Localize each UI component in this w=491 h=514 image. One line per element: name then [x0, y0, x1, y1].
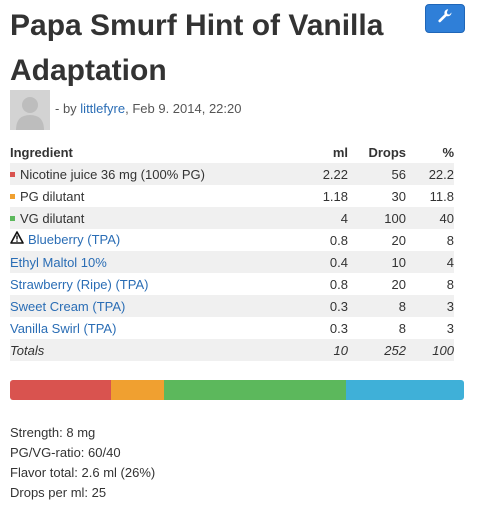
bar-segment-nicotine: [10, 380, 111, 400]
ml-cell: 0.3: [288, 317, 348, 339]
byline-prefix: - by: [55, 101, 81, 116]
ml-cell: 0.8: [288, 273, 348, 295]
table-row: Sweet Cream (TPA) 0.3 8 3: [10, 295, 454, 317]
table-row: Blueberry (TPA) 0.8 20 8: [10, 229, 454, 251]
ingredient-cell: Strawberry (Ripe) (TPA): [10, 273, 288, 295]
ingredient-link[interactable]: Sweet Cream (TPA): [10, 298, 126, 314]
percent-cell: 11.8: [406, 185, 454, 207]
bar-segment-pg: [110, 380, 165, 400]
mix-ratio-bar: [10, 380, 464, 400]
ingredient-cell: Ethyl Maltol 10%: [10, 251, 288, 273]
ingredient-link[interactable]: Blueberry (TPA): [28, 231, 121, 247]
bar-segment-vg: [164, 380, 346, 400]
table-row: PG dilutant 1.18 30 11.8: [10, 185, 454, 207]
warning-icon: [10, 231, 24, 247]
ingredient-cell: PG dilutant: [10, 185, 288, 207]
drops-cell: 56: [348, 163, 406, 185]
ml-cell: 0.4: [288, 251, 348, 273]
percent-cell: 4: [406, 251, 454, 273]
avatar: [10, 90, 50, 130]
vg-swatch: [10, 215, 15, 221]
table-row: Strawberry (Ripe) (TPA) 0.8 20 8: [10, 273, 454, 295]
edit-button[interactable]: [425, 4, 465, 33]
totals-ml: 10: [288, 339, 348, 361]
percent-cell: 40: [406, 207, 454, 229]
table-row: Ethyl Maltol 10% 0.4 10 4: [10, 251, 454, 273]
table-header-row: Ingredient ml Drops %: [10, 141, 454, 163]
date-separator: ,: [125, 101, 133, 116]
wrench-icon: [437, 8, 453, 29]
post-date: Feb 9. 2014, 22:20: [132, 101, 242, 116]
header-ml: ml: [332, 144, 348, 160]
drops-cell: 100: [348, 207, 406, 229]
totals-label: Totals: [10, 339, 288, 361]
percent-cell: 8: [406, 229, 454, 251]
nicotine-swatch: [10, 171, 15, 177]
pg-vg-ratio-stat: PG/VG-ratio: 60/40: [10, 445, 121, 460]
drops-cell: 8: [348, 317, 406, 339]
header-drops: Drops: [368, 144, 406, 160]
ingredient-name: VG dilutant: [20, 210, 85, 226]
percent-cell: 3: [406, 295, 454, 317]
byline: - by littlefyre, Feb 9. 2014, 22:20: [55, 101, 241, 116]
recipe-stats: Strength: 8 mg PG/VG-ratio: 60/40 Flavor…: [10, 423, 155, 503]
ingredient-cell: Blueberry (TPA): [10, 229, 288, 251]
table-row: Vanilla Swirl (TPA) 0.3 8 3: [10, 317, 454, 339]
drops-cell: 8: [348, 295, 406, 317]
author-link[interactable]: littlefyre: [80, 101, 126, 116]
totals-percent: 100: [406, 339, 454, 361]
totals-drops: 252: [348, 339, 406, 361]
ingredient-cell: VG dilutant: [10, 207, 288, 229]
ingredient-cell: Vanilla Swirl (TPA): [10, 317, 288, 339]
drops-cell: 30: [348, 185, 406, 207]
bar-segment-flavor: [345, 380, 464, 400]
drops-per-ml-stat: Drops per ml: 25: [10, 485, 107, 500]
drops-cell: 10: [348, 251, 406, 273]
ml-cell: 0.3: [288, 295, 348, 317]
ingredient-link[interactable]: Strawberry (Ripe) (TPA): [10, 276, 149, 292]
ingredient-name: Nicotine juice 36 mg (100% PG): [20, 166, 205, 182]
ml-cell: 2.22: [288, 163, 348, 185]
ingredient-link[interactable]: Ethyl Maltol 10%: [10, 254, 107, 270]
ml-cell: 1.18: [288, 185, 348, 207]
header-percent: %: [442, 144, 454, 160]
recipe-title: Papa Smurf Hint of Vanilla Adaptation: [10, 9, 384, 87]
ml-cell: 0.8: [288, 229, 348, 251]
strength-stat: Strength: 8 mg: [10, 425, 96, 440]
ingredient-cell: Sweet Cream (TPA): [10, 295, 288, 317]
totals-row: Totals 10 252 100: [10, 339, 454, 361]
percent-cell: 3: [406, 317, 454, 339]
table-row: VG dilutant 4 100 40: [10, 207, 454, 229]
ingredient-link[interactable]: Vanilla Swirl (TPA): [10, 320, 117, 336]
percent-cell: 8: [406, 273, 454, 295]
percent-cell: 22.2: [406, 163, 454, 185]
ingredient-cell: Nicotine juice 36 mg (100% PG): [10, 163, 288, 185]
header-ingredient: Ingredient: [10, 144, 73, 160]
drops-cell: 20: [348, 229, 406, 251]
ingredients-table: Ingredient ml Drops % Nicotine juice 36 …: [10, 141, 454, 361]
pg-swatch: [10, 193, 15, 199]
table-row: Nicotine juice 36 mg (100% PG) 2.22 56 2…: [10, 163, 454, 185]
drops-cell: 20: [348, 273, 406, 295]
ml-cell: 4: [288, 207, 348, 229]
ingredient-name: PG dilutant: [20, 188, 85, 204]
flavor-total-stat: Flavor total: 2.6 ml (26%): [10, 465, 156, 480]
